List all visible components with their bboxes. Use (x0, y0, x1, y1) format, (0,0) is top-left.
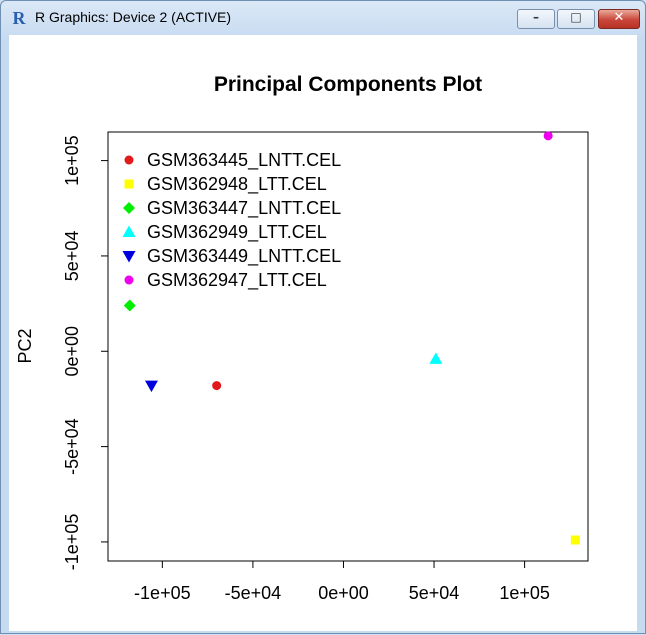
close-icon: ✕ (613, 10, 625, 25)
x-tick-label: 0e+00 (318, 583, 369, 603)
legend-label: GSM362949_LTT.CEL (147, 222, 327, 243)
y-tick-label: 0e+00 (62, 326, 82, 377)
legend: GSM363445_LNTT.CEL GSM362948_LTT.CEL GSM36… (122, 150, 341, 291)
legend-label: GSM363445_LNTT.CEL (147, 150, 341, 171)
legend-label: GSM362948_LTT.CEL (147, 174, 327, 195)
plot-area: Principal Components Plot PC2 -1e+05 -5e+… (9, 35, 637, 631)
legend-marker (122, 225, 136, 237)
pca-chart: Principal Components Plot PC2 -1e+05 -5e+… (15, 73, 589, 603)
y-axis: -1e+05 -5e+04 0e+00 5e+04 1e+05 (62, 135, 109, 571)
window-title: R Graphics: Device 2 (ACTIVE) (35, 9, 232, 25)
y-tick-label: 1e+05 (62, 135, 82, 186)
legend-marker (123, 202, 135, 214)
minimize-icon: – (533, 10, 539, 24)
data-point (429, 352, 443, 364)
chart-title: Principal Components Plot (214, 73, 482, 96)
x-tick-label: 5e+04 (409, 583, 460, 603)
y-axis-label: PC2 (15, 328, 35, 363)
minimize-button[interactable]: – (517, 9, 555, 29)
y-tick-label: 5e+04 (62, 231, 82, 282)
plot-frame (107, 131, 589, 562)
data-point (123, 299, 136, 312)
legend-label: GSM362947_LTT.CEL (147, 270, 327, 291)
data-points (123, 131, 580, 545)
data-point (144, 380, 158, 393)
maximize-icon: □ (570, 10, 582, 24)
y-tick-label: -1e+05 (62, 514, 82, 571)
legend-label: GSM363449_LNTT.CEL (147, 246, 341, 267)
legend-marker (122, 251, 136, 263)
close-button[interactable]: ✕ (598, 9, 640, 29)
title-bar[interactable]: R R Graphics: Device 2 (ACTIVE) – □ ✕ (1, 1, 645, 35)
legend-label: GSM363447_LNTT.CEL (147, 198, 341, 219)
x-tick-label: 1e+05 (499, 583, 550, 603)
x-tick-label: -1e+05 (134, 583, 191, 603)
x-axis: -1e+05 -5e+04 0e+00 5e+04 1e+05 (134, 560, 550, 603)
r-logo-icon: R (12, 8, 26, 28)
legend-marker (124, 275, 134, 285)
data-point (212, 381, 222, 391)
data-point (543, 131, 553, 141)
legend-marker (124, 155, 134, 165)
data-point (570, 535, 580, 545)
x-tick-label: -5e+04 (225, 583, 282, 603)
y-tick-label: -5e+04 (62, 418, 82, 475)
maximize-button[interactable]: □ (557, 9, 595, 29)
legend-marker (124, 179, 134, 189)
